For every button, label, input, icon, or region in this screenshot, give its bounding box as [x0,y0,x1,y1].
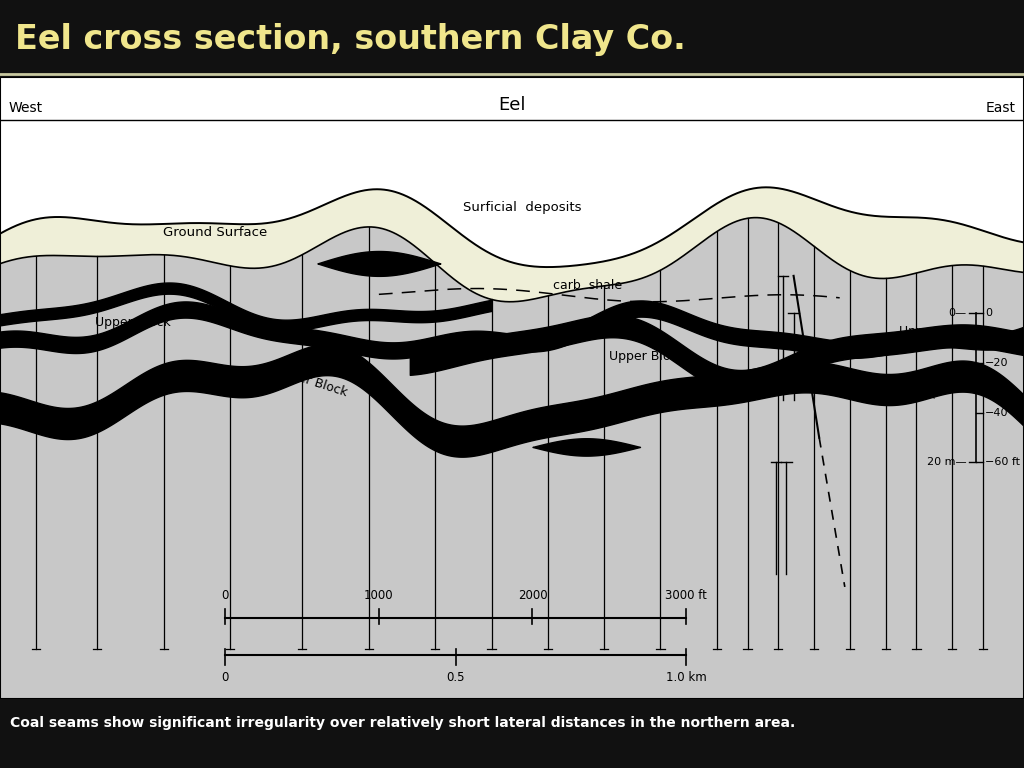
Text: Eel cross section, southern Clay Co.: Eel cross section, southern Clay Co. [15,24,686,56]
Text: 1.0 km: 1.0 km [666,671,707,684]
Text: Upper Block: Upper Block [899,326,975,339]
Text: −20: −20 [985,358,1009,368]
Text: Upper Block: Upper Block [95,316,171,329]
Text: 0: 0 [221,671,229,684]
Text: 10—: 10— [941,382,967,393]
Text: Lower Block: Lower Block [273,364,349,399]
Text: 0—: 0— [948,308,967,318]
Text: Eel: Eel [499,96,525,114]
Text: −40: −40 [985,408,1009,418]
Text: Lower Block: Lower Block [860,374,937,402]
Text: Upper Block: Upper Block [609,350,685,363]
Text: 0.5: 0.5 [446,671,465,684]
Text: carb. shale: carb. shale [553,279,623,292]
Text: 2000: 2000 [518,590,547,602]
Text: 20 m—: 20 m— [927,458,967,468]
Text: 1000: 1000 [365,590,393,602]
Text: 0: 0 [221,590,229,602]
Text: West: West [8,101,42,115]
Text: East: East [986,101,1016,115]
Text: 3000 ft: 3000 ft [666,590,707,602]
Text: Coal seams show significant irregularity over relatively short lateral distances: Coal seams show significant irregularity… [10,716,796,730]
Text: −60 ft: −60 ft [985,458,1020,468]
Text: Ground Surface: Ground Surface [163,226,267,239]
Text: Surficial  deposits: Surficial deposits [463,201,582,214]
Text: 0: 0 [985,308,992,318]
